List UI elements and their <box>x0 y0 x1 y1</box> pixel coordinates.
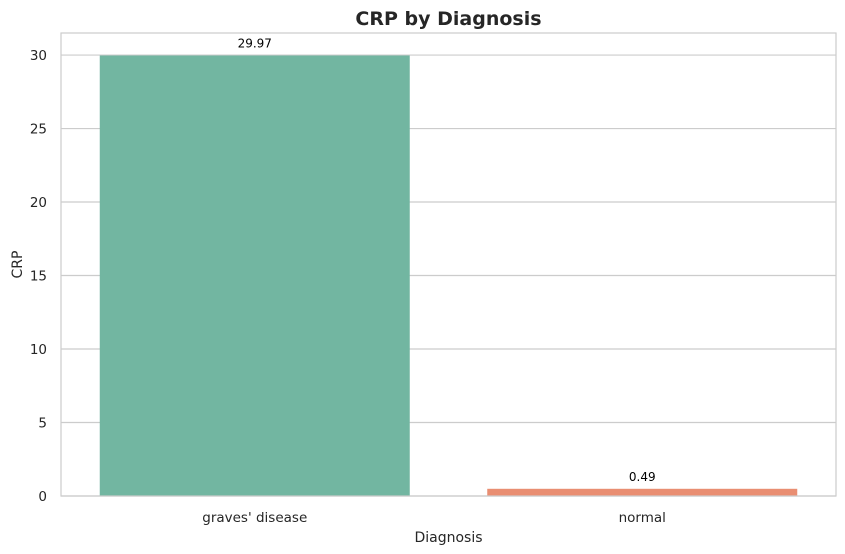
bar-value-label: 29.97 <box>238 36 272 50</box>
y-axis-ticks: 0 5 10 15 20 25 30 <box>30 48 47 505</box>
bar-value-label: 0.49 <box>629 470 656 484</box>
bar <box>99 55 410 496</box>
bars <box>99 55 798 496</box>
y-tick-label: 10 <box>30 342 47 358</box>
y-tick-label: 15 <box>30 269 47 285</box>
y-tick-label: 25 <box>30 122 47 138</box>
y-tick-label: 30 <box>30 48 47 64</box>
bar <box>487 488 798 496</box>
data-labels: 29.97 0.49 <box>238 36 656 483</box>
x-axis-ticks: graves' disease normal <box>202 510 666 526</box>
y-tick-label: 0 <box>38 489 47 505</box>
plot-frame <box>60 32 837 497</box>
y-axis-label: CRP <box>10 251 26 279</box>
x-tick-label: graves' disease <box>202 510 307 526</box>
y-tick-label: 5 <box>38 416 47 432</box>
chart-title: CRP by Diagnosis <box>355 8 541 30</box>
x-tick-label: normal <box>619 510 666 526</box>
x-axis-label: Diagnosis <box>414 530 482 546</box>
y-tick-label: 20 <box>30 195 47 211</box>
